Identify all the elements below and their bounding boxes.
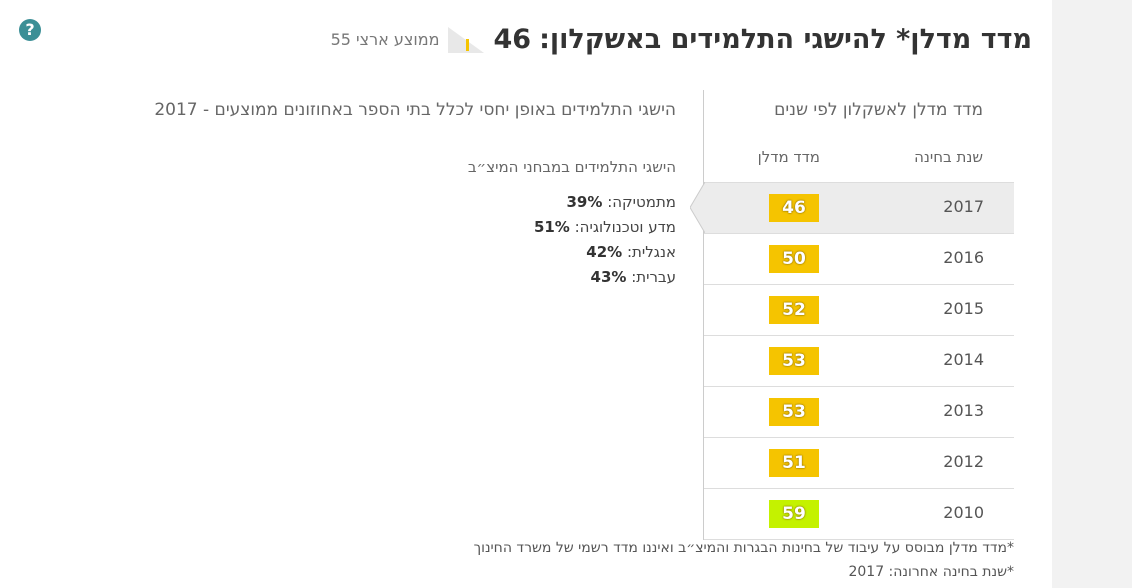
percent: 51% [533,218,570,236]
score-badge: 53 [769,347,819,375]
table-title: מדד מדלן לאשקלון לפי שנים [774,100,983,120]
achievement-item: מתמטיקה: 39% [567,193,677,211]
table-row[interactable]: 2016 50 [704,233,1014,284]
sidebar [1052,0,1132,588]
score-badge: 52 [769,296,819,324]
column-header: מדד מדלן [757,148,820,166]
year: 2012 [943,452,984,471]
score-badge: 53 [769,398,819,426]
year: 2013 [943,401,984,420]
achievement-item: מדע וטכנולוגיה: 51% [534,218,676,236]
percent: 43% [590,268,627,286]
achievement-item: עברית: 43% [591,268,676,286]
percent: 39% [566,193,603,211]
table-row[interactable]: 2010 59 [704,488,1014,539]
national-average: ממוצע ארצי 55 [330,30,440,49]
year: 2017 [943,197,984,216]
year: 2015 [943,299,984,318]
score-badge: 59 [769,500,819,528]
score-icon [447,26,484,53]
subject: אנגלית: [626,243,676,261]
score: 46 [493,24,532,55]
score-badge: 46 [769,194,819,222]
table-row[interactable]: 2013 53 [704,386,1014,437]
score-badge: 51 [769,449,819,477]
table-row[interactable]: 2012 51 [704,437,1014,488]
table-row[interactable]: 2015 52 [704,284,1014,335]
header: מדד מדלן* להישגי התלמידים באשקלון: 46 ממ… [331,24,1032,55]
achievements-subtitle: הישגי התלמידים במבחני המיצ״ב [467,158,676,176]
divider [703,90,704,540]
achievements-title: הישגי התלמידים באופן יחסי לכלל בתי הספר … [154,100,676,120]
achievement-item: אנגלית: 42% [586,243,676,261]
year: 2014 [943,350,984,369]
subject: מדע וטכנולוגיה: [574,218,676,236]
footnote: *מדד מדלן מבוסס על עיבוד של בחינות הבגרו… [473,540,1014,556]
year: 2010 [943,503,984,522]
title: מדד מדלן* להישגי התלמידים באשקלון: [539,24,1032,55]
score-badge: 50 [769,245,819,273]
subject: עברית: [631,268,676,286]
table-bottom [704,539,1014,540]
column-header: שנת בחינה [914,148,983,166]
help-icon[interactable]: ? [19,19,41,41]
row-pointer [690,182,705,234]
table-row[interactable]: 2014 53 [704,335,1014,386]
subject: מתמטיקה: [607,193,676,211]
year: 2016 [943,248,984,267]
footnote: *שנת בחינה אחרונה: 2017 [848,564,1014,580]
table-row[interactable]: 2017 46 [704,182,1014,233]
percent: 42% [586,243,623,261]
